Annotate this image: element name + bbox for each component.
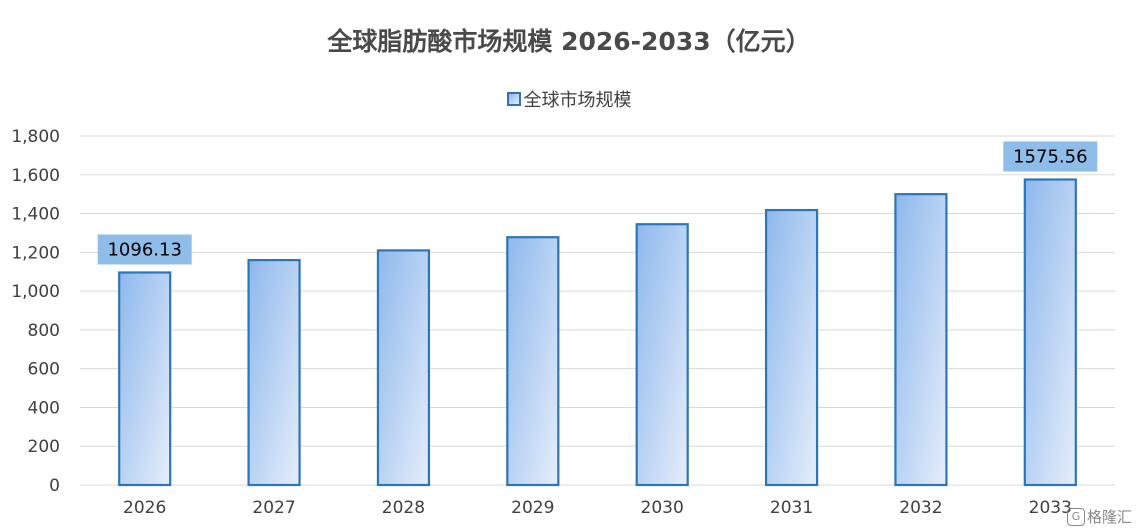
- watermark-logo-icon: G: [1066, 507, 1085, 526]
- bar-2033: [1023, 178, 1077, 487]
- data-label-box: [1003, 141, 1098, 172]
- x-tick-label: 2031: [770, 498, 813, 518]
- x-tick-label: 2029: [511, 498, 554, 518]
- data-label: 1096.13: [107, 239, 181, 260]
- y-tick-label: 200: [28, 437, 60, 457]
- data-label-box: [97, 234, 192, 265]
- x-tick-label: 2027: [252, 498, 295, 518]
- y-tick-label: 1,200: [11, 243, 60, 263]
- gridlines: [80, 135, 1115, 486]
- y-axis: 0 200 400 600 800 1,000 1,200 1,400 1,600 1,800: [11, 127, 60, 496]
- x-tick-label: 2032: [899, 498, 942, 518]
- bar-2032: [894, 193, 948, 487]
- y-tick-label: 800: [28, 321, 60, 341]
- chart-title: 全球脂肪酸市场规模 2026-2033（亿元）: [327, 27, 811, 56]
- x-tick-label: 2028: [382, 498, 425, 518]
- y-tick-label: 600: [28, 360, 60, 380]
- legend-label: 全球市场规模: [523, 90, 632, 111]
- x-axis: 2026 2027 2028 2029 2030 2031 2032 2033: [123, 498, 1072, 518]
- x-tick-label: 2030: [641, 498, 684, 518]
- bar-2029: [506, 236, 560, 487]
- watermark-text: 格隆汇: [1086, 508, 1132, 526]
- legend: 全球市场规模: [0, 86, 1138, 112]
- y-tick-label: 1,600: [11, 166, 60, 186]
- x-tick-label: 2033: [1029, 498, 1072, 518]
- bar-2028: [376, 249, 431, 487]
- bar-2027: [247, 258, 301, 487]
- y-tick-label: 0: [49, 476, 60, 496]
- watermark: G 格隆汇: [1066, 506, 1132, 527]
- y-tick-label: 1,000: [11, 282, 60, 302]
- data-label: 1575.56: [1013, 147, 1087, 168]
- legend-swatch: [506, 92, 521, 106]
- x-tick-label: 2026: [123, 498, 166, 518]
- y-tick-label: 1,800: [11, 127, 60, 147]
- bar-2026: [118, 271, 172, 487]
- y-tick-label: 400: [28, 398, 60, 418]
- y-tick-label: 1,400: [11, 205, 60, 225]
- bar-2031: [764, 208, 819, 487]
- bars: [118, 178, 1077, 487]
- bar-2030: [635, 223, 689, 487]
- data-labels: 1096.13 1575.56: [97, 141, 1098, 265]
